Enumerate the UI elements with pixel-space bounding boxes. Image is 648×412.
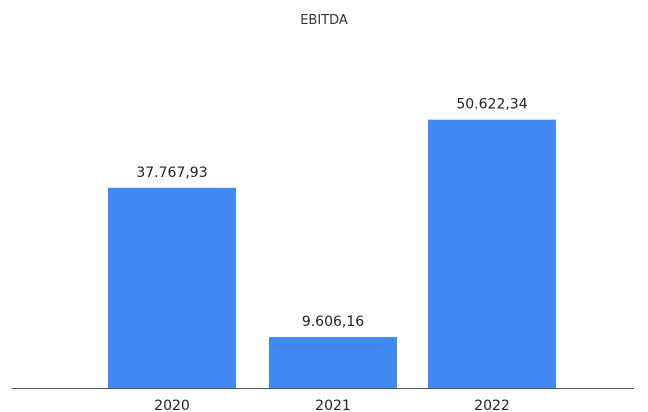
value-labels-group: 37.767,93 9.606,16 50.622,34 — [136, 97, 527, 330]
x-tick-label-2022: 2022 — [474, 398, 510, 412]
x-tick-label-2021: 2021 — [315, 398, 351, 412]
bar-2022 — [428, 119, 556, 388]
value-label-2022: 50.622,34 — [456, 97, 527, 113]
value-label-2020: 37.767,93 — [136, 165, 207, 181]
bars-group — [108, 119, 556, 388]
bar-2021 — [269, 337, 397, 388]
bar-2020 — [108, 187, 236, 388]
x-tick-label-2020: 2020 — [154, 398, 190, 412]
value-label-2021: 9.606,16 — [302, 314, 364, 330]
chart-title: EBITDA — [300, 13, 348, 28]
x-tick-labels-group: 2020 2021 2022 — [154, 398, 510, 412]
